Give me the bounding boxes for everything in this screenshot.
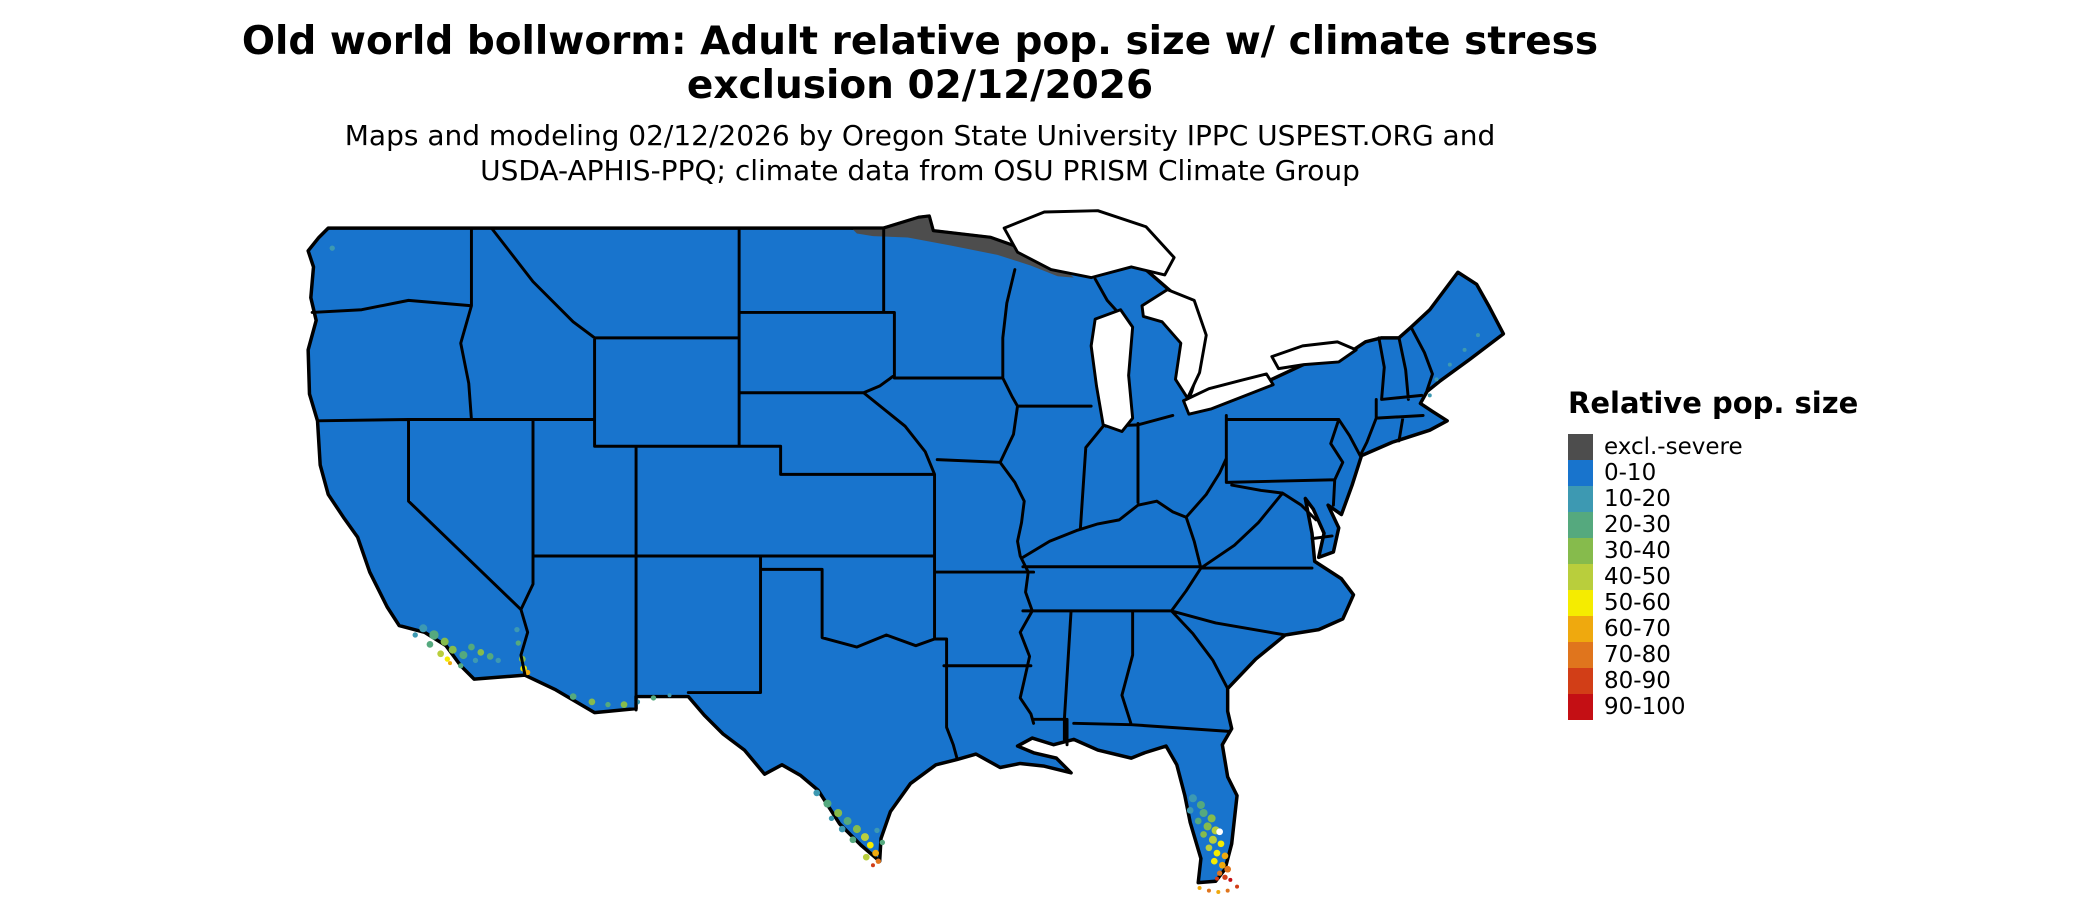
lake-okeechobee <box>1216 828 1223 836</box>
legend-label: 20-30 <box>1604 512 1671 538</box>
map-title-line2: exclusion 02/12/2026 <box>686 62 1154 108</box>
map-subtitle-line1: Maps and modeling 02/12/2026 by Oregon S… <box>344 119 1496 152</box>
overlay-socal-hotspot <box>412 624 531 676</box>
legend-swatch-80-90 <box>1568 668 1593 694</box>
lake-ontario <box>1270 340 1358 371</box>
legend-label: 30-40 <box>1604 538 1671 564</box>
legend-item-excl-severe: excl.-severe <box>1568 434 1858 460</box>
legend-item-80-90: 80-90 <box>1568 668 1858 694</box>
legend-item-20-30: 20-30 <box>1568 512 1858 538</box>
legend-label: 70-80 <box>1604 642 1671 668</box>
overlay-arizona-border-hotspot <box>569 693 672 708</box>
map-subtitle-line2: USDA-APHIS-PPQ; climate data from OSU PR… <box>480 154 1360 187</box>
legend-item-40-50: 40-50 <box>1568 564 1858 590</box>
legend-item-70-80: 70-80 <box>1568 642 1858 668</box>
state-borders <box>310 214 1434 761</box>
legend-swatch-30-40 <box>1568 538 1593 564</box>
lake-superior <box>1002 209 1176 280</box>
legend-label: 0-10 <box>1604 460 1657 486</box>
legend-swatch-40-50 <box>1568 564 1593 590</box>
legend-swatch-90-100 <box>1568 694 1593 720</box>
legend-item-0-10: 0-10 <box>1568 460 1858 486</box>
overlay-coastal-specks <box>329 245 1480 398</box>
legend-swatch-50-60 <box>1568 590 1593 616</box>
us-map-canvas <box>306 209 1506 894</box>
us-nation-shape <box>306 214 1506 885</box>
great-lakes <box>1002 209 1358 836</box>
overlay-south-texas-hotspot <box>813 789 886 868</box>
lake-michigan <box>1089 308 1135 434</box>
legend-label: 10-20 <box>1604 486 1671 512</box>
overlay-south-florida-hotspot <box>1186 794 1240 894</box>
legend-title: Relative pop. size <box>1568 386 1859 420</box>
legend-label: 60-70 <box>1604 616 1671 642</box>
legend-swatch-10-20 <box>1568 486 1593 512</box>
legend-item-50-60: 50-60 <box>1568 590 1858 616</box>
legend-label: 40-50 <box>1604 564 1671 590</box>
legend-item-30-40: 30-40 <box>1568 538 1858 564</box>
legend-item-10-20: 10-20 <box>1568 486 1858 512</box>
legend-item-60-70: 60-70 <box>1568 616 1858 642</box>
legend-swatch-0-10 <box>1568 460 1593 486</box>
lake-erie <box>1182 372 1275 416</box>
legend-label: excl.-severe <box>1604 434 1743 460</box>
legend-label: 90-100 <box>1604 694 1686 720</box>
legend: Relative pop. size excl.-severe 0-10 10-… <box>1568 386 1858 720</box>
map-subtitle: Maps and modeling 02/12/2026 by Oregon S… <box>0 118 1840 188</box>
overlay-excluded-north-band <box>851 216 1074 278</box>
legend-swatch-20-30 <box>1568 512 1593 538</box>
legend-label: 80-90 <box>1604 668 1671 694</box>
map-title-line1: Old world bollworm: Adult relative pop. … <box>241 19 1599 64</box>
legend-swatch-excl-severe <box>1568 434 1593 460</box>
legend-swatch-60-70 <box>1568 616 1593 642</box>
legend-label: 50-60 <box>1604 590 1671 616</box>
legend-swatch-70-80 <box>1568 642 1593 668</box>
map-title: Old world bollworm: Adult relative pop. … <box>0 20 1840 107</box>
legend-item-90-100: 90-100 <box>1568 694 1858 720</box>
